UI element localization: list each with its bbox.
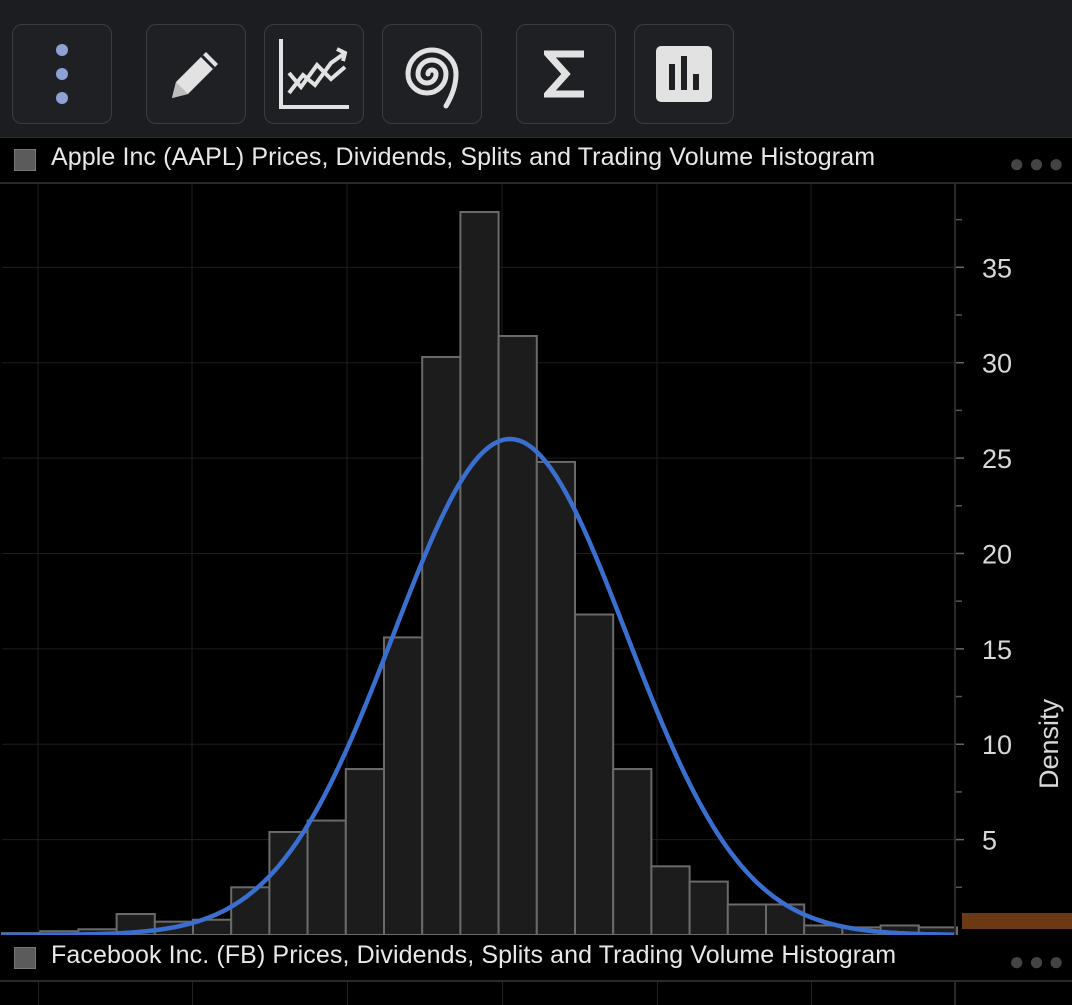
histogram-bar bbox=[535, 460, 576, 935]
aapl-panel-title: Apple Inc (AAPL) Prices, Dividends, Spli… bbox=[51, 143, 876, 171]
y-tick-label: 10 bbox=[982, 730, 1012, 760]
fibonacci-button[interactable] bbox=[382, 24, 482, 124]
aapl-panel-checkbox[interactable] bbox=[14, 149, 36, 171]
histogram-bar bbox=[650, 865, 691, 935]
histogram-bar bbox=[421, 355, 462, 935]
histogram-bar bbox=[726, 903, 767, 935]
histogram-bar bbox=[344, 768, 385, 935]
y-tick-label: 25 bbox=[982, 444, 1012, 474]
toolbar bbox=[0, 0, 1072, 138]
y-axis-label: Density bbox=[1034, 698, 1064, 789]
y-tick-label: 35 bbox=[982, 253, 1012, 283]
more-vertical-icon bbox=[56, 44, 68, 104]
aapl-histogram-panel: 5 10 15 20 25 30 35 Density bbox=[0, 182, 1072, 935]
bar-chart-icon bbox=[656, 46, 712, 102]
y-tick-label: 20 bbox=[982, 539, 1012, 569]
aapl-panel-menu-icon[interactable]: ●●● bbox=[1008, 148, 1068, 178]
fb-panel-title: Facebook Inc. (FB) Prices, Dividends, Sp… bbox=[51, 941, 897, 969]
sigma-icon bbox=[544, 50, 584, 98]
histogram-bar bbox=[383, 636, 424, 935]
histogram-bar bbox=[268, 830, 309, 935]
histogram-bar bbox=[574, 613, 615, 935]
histogram-bar bbox=[306, 819, 347, 935]
y-tick-label: 15 bbox=[982, 635, 1012, 665]
histogram-bar bbox=[612, 768, 653, 935]
density-curve bbox=[2, 436, 955, 935]
indicators-button[interactable] bbox=[264, 24, 364, 124]
fb-panel-menu-icon[interactable]: ●●● bbox=[1008, 946, 1068, 976]
histogram-bar bbox=[459, 211, 500, 935]
aapl-histogram-chart: 5 10 15 20 25 30 35 Density bbox=[1, 184, 1072, 935]
y-tick-label: 5 bbox=[982, 826, 997, 856]
histogram-bar bbox=[497, 334, 538, 935]
chart-type-button[interactable] bbox=[634, 24, 734, 124]
line-chart-icon bbox=[279, 39, 349, 109]
histogram-bar bbox=[688, 880, 729, 935]
histogram-bar bbox=[765, 903, 806, 935]
pencil-icon bbox=[172, 52, 218, 98]
more-options-button[interactable] bbox=[12, 24, 112, 124]
y-tick-label: 30 bbox=[982, 349, 1012, 379]
statistics-button[interactable] bbox=[516, 24, 616, 124]
fb-panel-checkbox[interactable] bbox=[14, 947, 36, 969]
spiral-icon bbox=[405, 47, 459, 109]
fb-panel-header: Facebook Inc. (FB) Prices, Dividends, Sp… bbox=[0, 936, 1072, 980]
fb-histogram-panel bbox=[0, 980, 1072, 1005]
aapl-panel-header: Apple Inc (AAPL) Prices, Dividends, Spli… bbox=[0, 138, 1072, 182]
draw-button[interactable] bbox=[146, 24, 246, 124]
last-value-marker bbox=[962, 913, 1072, 929]
